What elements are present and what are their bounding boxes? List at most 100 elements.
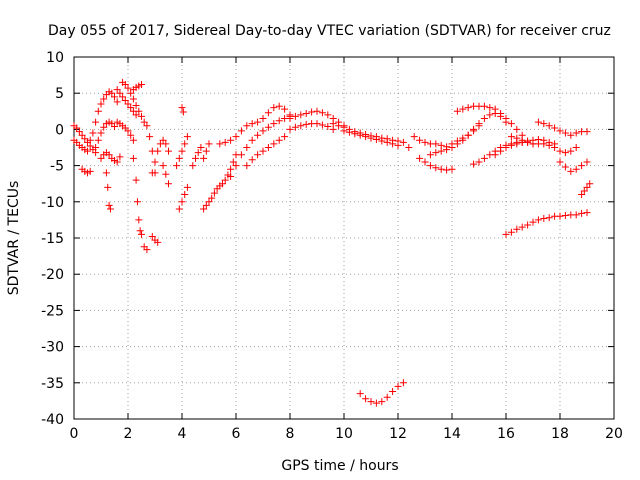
- data-point: [518, 223, 526, 231]
- data-point: [318, 109, 326, 117]
- axis-ticks: 0 2 4 6 8 10 12 14 16 18 20 10 5 0 -5 -10 -15 -20 -25 -30 -3…: [41, 50, 623, 442]
- data-point: [475, 158, 483, 166]
- data-point: [480, 115, 488, 123]
- data-point: [367, 134, 375, 142]
- data-point: [324, 123, 332, 131]
- data-point: [127, 131, 135, 139]
- data-point: [551, 144, 559, 151]
- data-point: [356, 390, 364, 398]
- data-point: [75, 128, 83, 136]
- data-point: [421, 158, 429, 166]
- data-point: [113, 158, 121, 166]
- data-point: [345, 128, 353, 136]
- series-arc-m: [140, 243, 151, 254]
- data-point: [572, 129, 580, 137]
- data-point: [291, 112, 299, 120]
- data-point: [132, 102, 140, 110]
- data-point: [165, 147, 172, 155]
- data-point: [270, 140, 278, 148]
- data-point: [351, 130, 359, 138]
- data-point: [92, 118, 100, 126]
- data-point: [121, 96, 129, 104]
- data-point: [243, 162, 251, 170]
- data-point: [162, 170, 170, 178]
- data-point: [97, 129, 105, 137]
- data-point: [113, 98, 121, 106]
- data-point: [399, 138, 407, 146]
- data-point: [583, 183, 591, 191]
- data-point: [529, 218, 537, 226]
- data-point: [132, 176, 140, 184]
- series-arc-j: [97, 149, 124, 166]
- data-point: [356, 131, 364, 139]
- data-point: [97, 154, 105, 162]
- data-point: [308, 108, 316, 116]
- data-point: [146, 133, 154, 141]
- data-point: [551, 124, 559, 132]
- data-point: [232, 162, 240, 170]
- series-arc-f: [129, 81, 145, 94]
- data-point: [100, 123, 108, 131]
- data-point: [302, 120, 310, 128]
- data-point: [453, 107, 461, 115]
- y-tick-label: -30: [41, 340, 64, 356]
- data-point: [221, 176, 229, 184]
- x-tick-label: 10: [335, 426, 353, 442]
- data-point: [124, 84, 132, 92]
- data-point: [486, 111, 494, 119]
- data-point: [453, 140, 461, 148]
- data-point: [524, 221, 532, 229]
- data-point: [116, 153, 124, 161]
- series-arc-ae: [356, 379, 407, 407]
- data-point: [175, 154, 183, 162]
- data-point: [270, 120, 278, 128]
- data-point: [200, 154, 208, 162]
- data-point: [254, 151, 262, 159]
- data-point: [497, 109, 505, 117]
- data-point: [583, 209, 591, 217]
- data-point: [275, 102, 283, 110]
- series-arc-ad: [340, 127, 402, 149]
- data-point: [132, 111, 140, 119]
- data-point: [105, 151, 113, 159]
- data-point: [443, 166, 451, 174]
- data-point: [264, 144, 272, 151]
- data-point: [84, 147, 91, 155]
- data-point: [513, 225, 521, 233]
- y-tick-label: -5: [50, 159, 64, 175]
- data-point: [340, 127, 348, 135]
- data-point: [106, 205, 114, 213]
- data-point: [178, 104, 186, 112]
- y-tick-label: -40: [41, 412, 64, 428]
- data-point: [105, 201, 113, 209]
- data-point: [124, 100, 132, 108]
- data-point: [248, 136, 256, 144]
- y-tick-label: -15: [41, 231, 64, 247]
- y-tick-label: -35: [41, 376, 64, 392]
- data-point: [281, 105, 289, 113]
- data-point: [394, 382, 402, 390]
- data-point: [545, 214, 553, 222]
- series-arc-am: [534, 118, 591, 139]
- data-point: [470, 160, 478, 168]
- x-tick-label: 14: [443, 426, 461, 442]
- data-point: [129, 95, 137, 103]
- data-point: [248, 156, 256, 164]
- series-arc-ap: [502, 209, 591, 238]
- x-tick-label: 4: [178, 426, 187, 442]
- data-point: [540, 214, 548, 222]
- data-point: [94, 136, 102, 144]
- data-point: [389, 387, 397, 395]
- data-point: [78, 131, 86, 139]
- data-point: [378, 398, 386, 406]
- data-point: [219, 180, 226, 188]
- data-point: [189, 162, 197, 170]
- data-point: [178, 198, 186, 206]
- data-point: [556, 147, 564, 155]
- series-arc-b: [70, 136, 91, 155]
- data-point: [416, 154, 424, 162]
- data-point: [416, 136, 424, 144]
- data-point: [140, 118, 148, 126]
- data-point: [159, 136, 167, 144]
- data-point: [426, 162, 434, 170]
